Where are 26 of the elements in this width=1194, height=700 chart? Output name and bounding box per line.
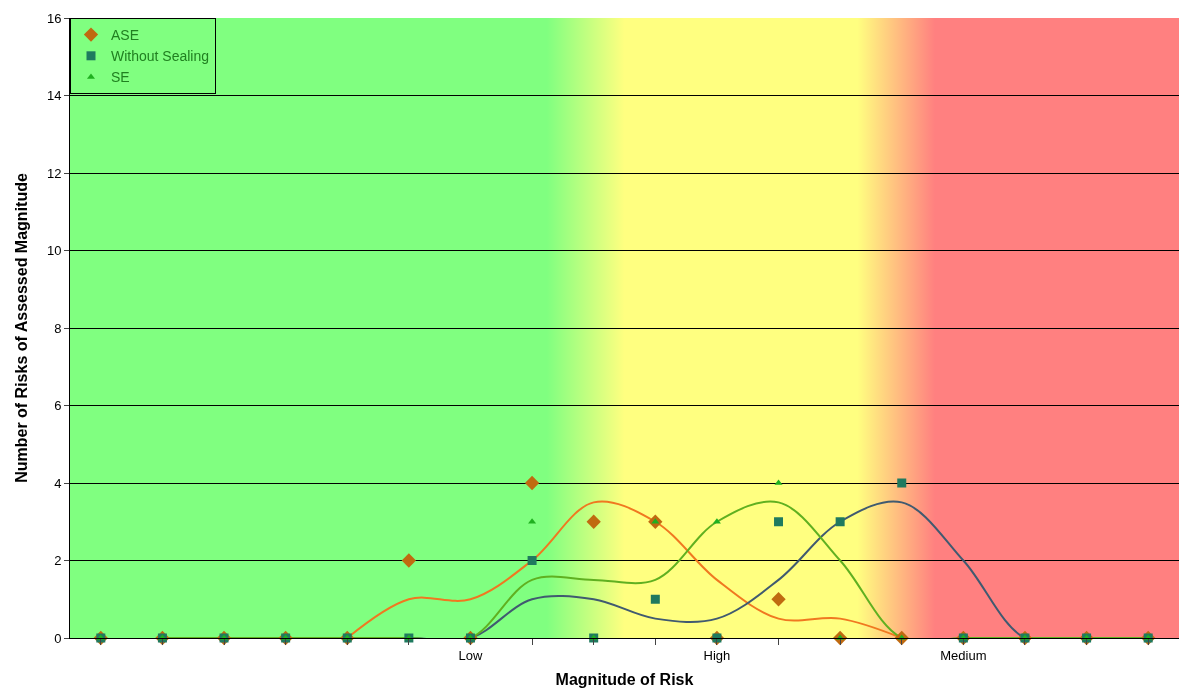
y-axis-title: Number of Risks of Assessed Magnitude: [12, 173, 30, 483]
legend-label: ASE: [111, 27, 140, 44]
point: [650, 594, 660, 604]
legend-label: SE: [111, 69, 130, 86]
y-tick-label: 16: [46, 10, 62, 26]
point: [835, 517, 845, 527]
x-axis-title: Magnitude of Risk: [555, 671, 694, 689]
y-tick-label: 4: [54, 475, 62, 491]
point: [527, 556, 537, 565]
y-tick-label: 2: [54, 553, 62, 569]
y-tick-label: 14: [46, 88, 62, 104]
x-tick-label: Low: [458, 647, 483, 663]
point: [586, 514, 601, 529]
point: [401, 553, 417, 568]
x-tick-label: Medium: [940, 647, 987, 663]
y-tick-label: 0: [54, 630, 62, 646]
point: [897, 478, 907, 488]
y-tick-label: 10: [46, 243, 62, 259]
x-tick-label: High: [703, 647, 731, 663]
y-tick-label: 8: [54, 320, 62, 336]
point: [771, 592, 786, 607]
legend-label: Without Sealing: [111, 48, 210, 65]
point: [524, 475, 540, 491]
y-tick-label: 12: [46, 165, 62, 181]
y-tick-label: 6: [54, 398, 62, 414]
point: [774, 517, 784, 527]
